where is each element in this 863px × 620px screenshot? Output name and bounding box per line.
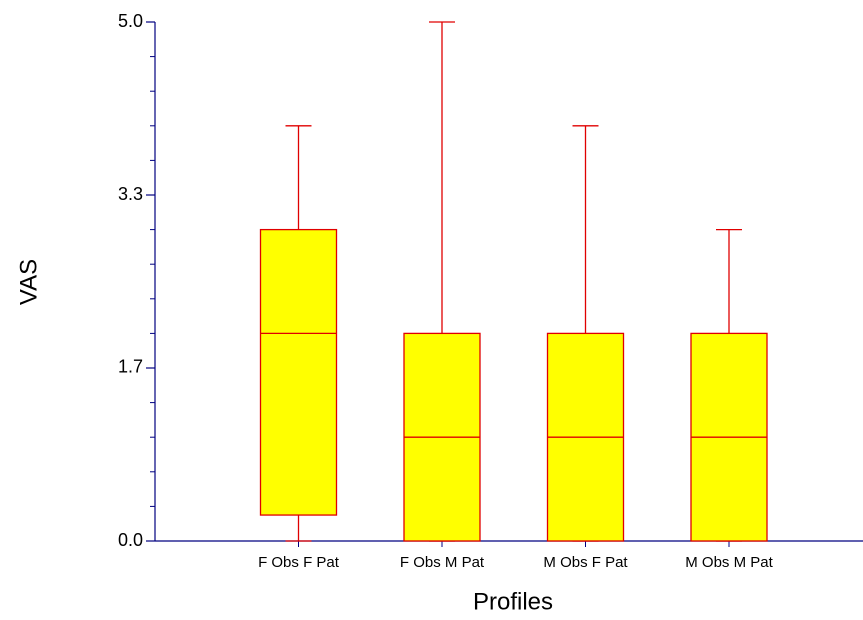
y-tick-label: 3.3 — [118, 184, 143, 204]
x-axis-label: Profiles — [473, 588, 553, 615]
y-tick-label: 0.0 — [118, 530, 143, 550]
x-tick-label: F Obs F Pat — [258, 554, 340, 571]
y-tick-label: 1.7 — [118, 357, 143, 377]
x-tick-label: M Obs M Pat — [685, 554, 773, 571]
box — [259, 228, 338, 516]
y-axis-label: VAS — [15, 259, 42, 305]
x-tick-label: M Obs F Pat — [543, 554, 628, 571]
x-tick-label: F Obs M Pat — [400, 554, 485, 571]
y-tick-label: 5.0 — [118, 11, 143, 31]
